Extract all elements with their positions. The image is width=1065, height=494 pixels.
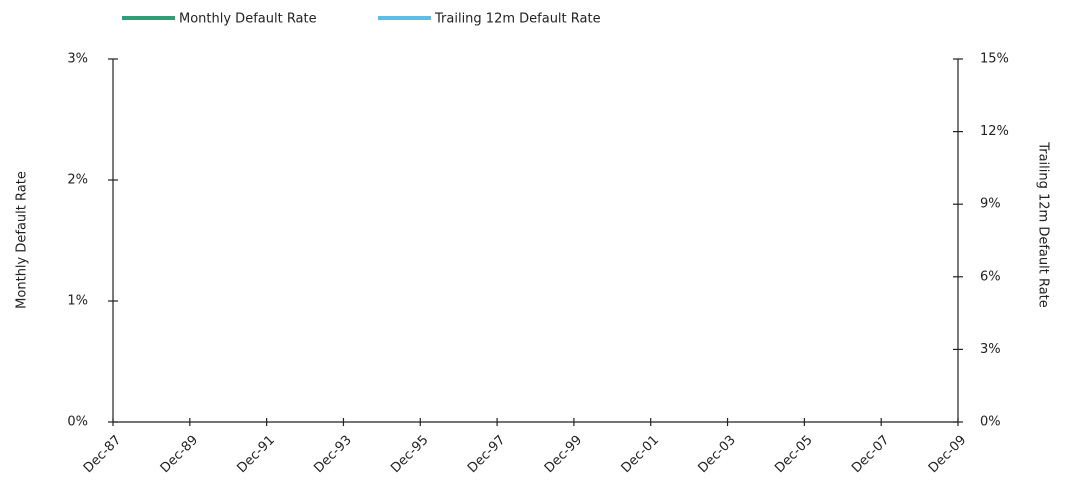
y2-tick-label: 15%: [980, 52, 1009, 67]
x-tick-label: Dec-99: [542, 433, 585, 476]
y-tick-label: 2%: [67, 173, 88, 188]
y-tick-label: 3%: [67, 52, 88, 67]
y2-tick-label: 3%: [980, 342, 1001, 357]
x-tick-label: Dec-03: [695, 433, 738, 476]
x-tick-label: Dec-87: [81, 433, 124, 476]
legend-label: Trailing 12m Default Rate: [434, 12, 601, 27]
y2-axis-label: Trailing 12m Default Rate: [1036, 141, 1051, 308]
y2-tick-label: 9%: [980, 197, 1001, 212]
x-tick-label: Dec-09: [926, 433, 969, 476]
y2-tick-label: 0%: [980, 415, 1001, 430]
y2-tick-label: 12%: [980, 124, 1009, 139]
y-tick-label: 0%: [67, 415, 88, 430]
y2-tick-label: 6%: [980, 269, 1001, 284]
y-tick-label: 1%: [67, 294, 88, 309]
x-tick-label: Dec-97: [465, 433, 508, 476]
x-tick-label: Dec-07: [849, 433, 892, 476]
x-tick-label: Dec-95: [388, 433, 431, 476]
y-axis-label: Monthly Default Rate: [15, 171, 30, 309]
x-tick-label: Dec-93: [311, 433, 354, 476]
x-tick-label: Dec-89: [158, 433, 201, 476]
x-tick-label: Dec-91: [235, 433, 278, 476]
legend-label: Monthly Default Rate: [179, 12, 317, 27]
x-tick-label: Dec-05: [772, 433, 815, 476]
x-tick-label: Dec-01: [619, 433, 662, 476]
